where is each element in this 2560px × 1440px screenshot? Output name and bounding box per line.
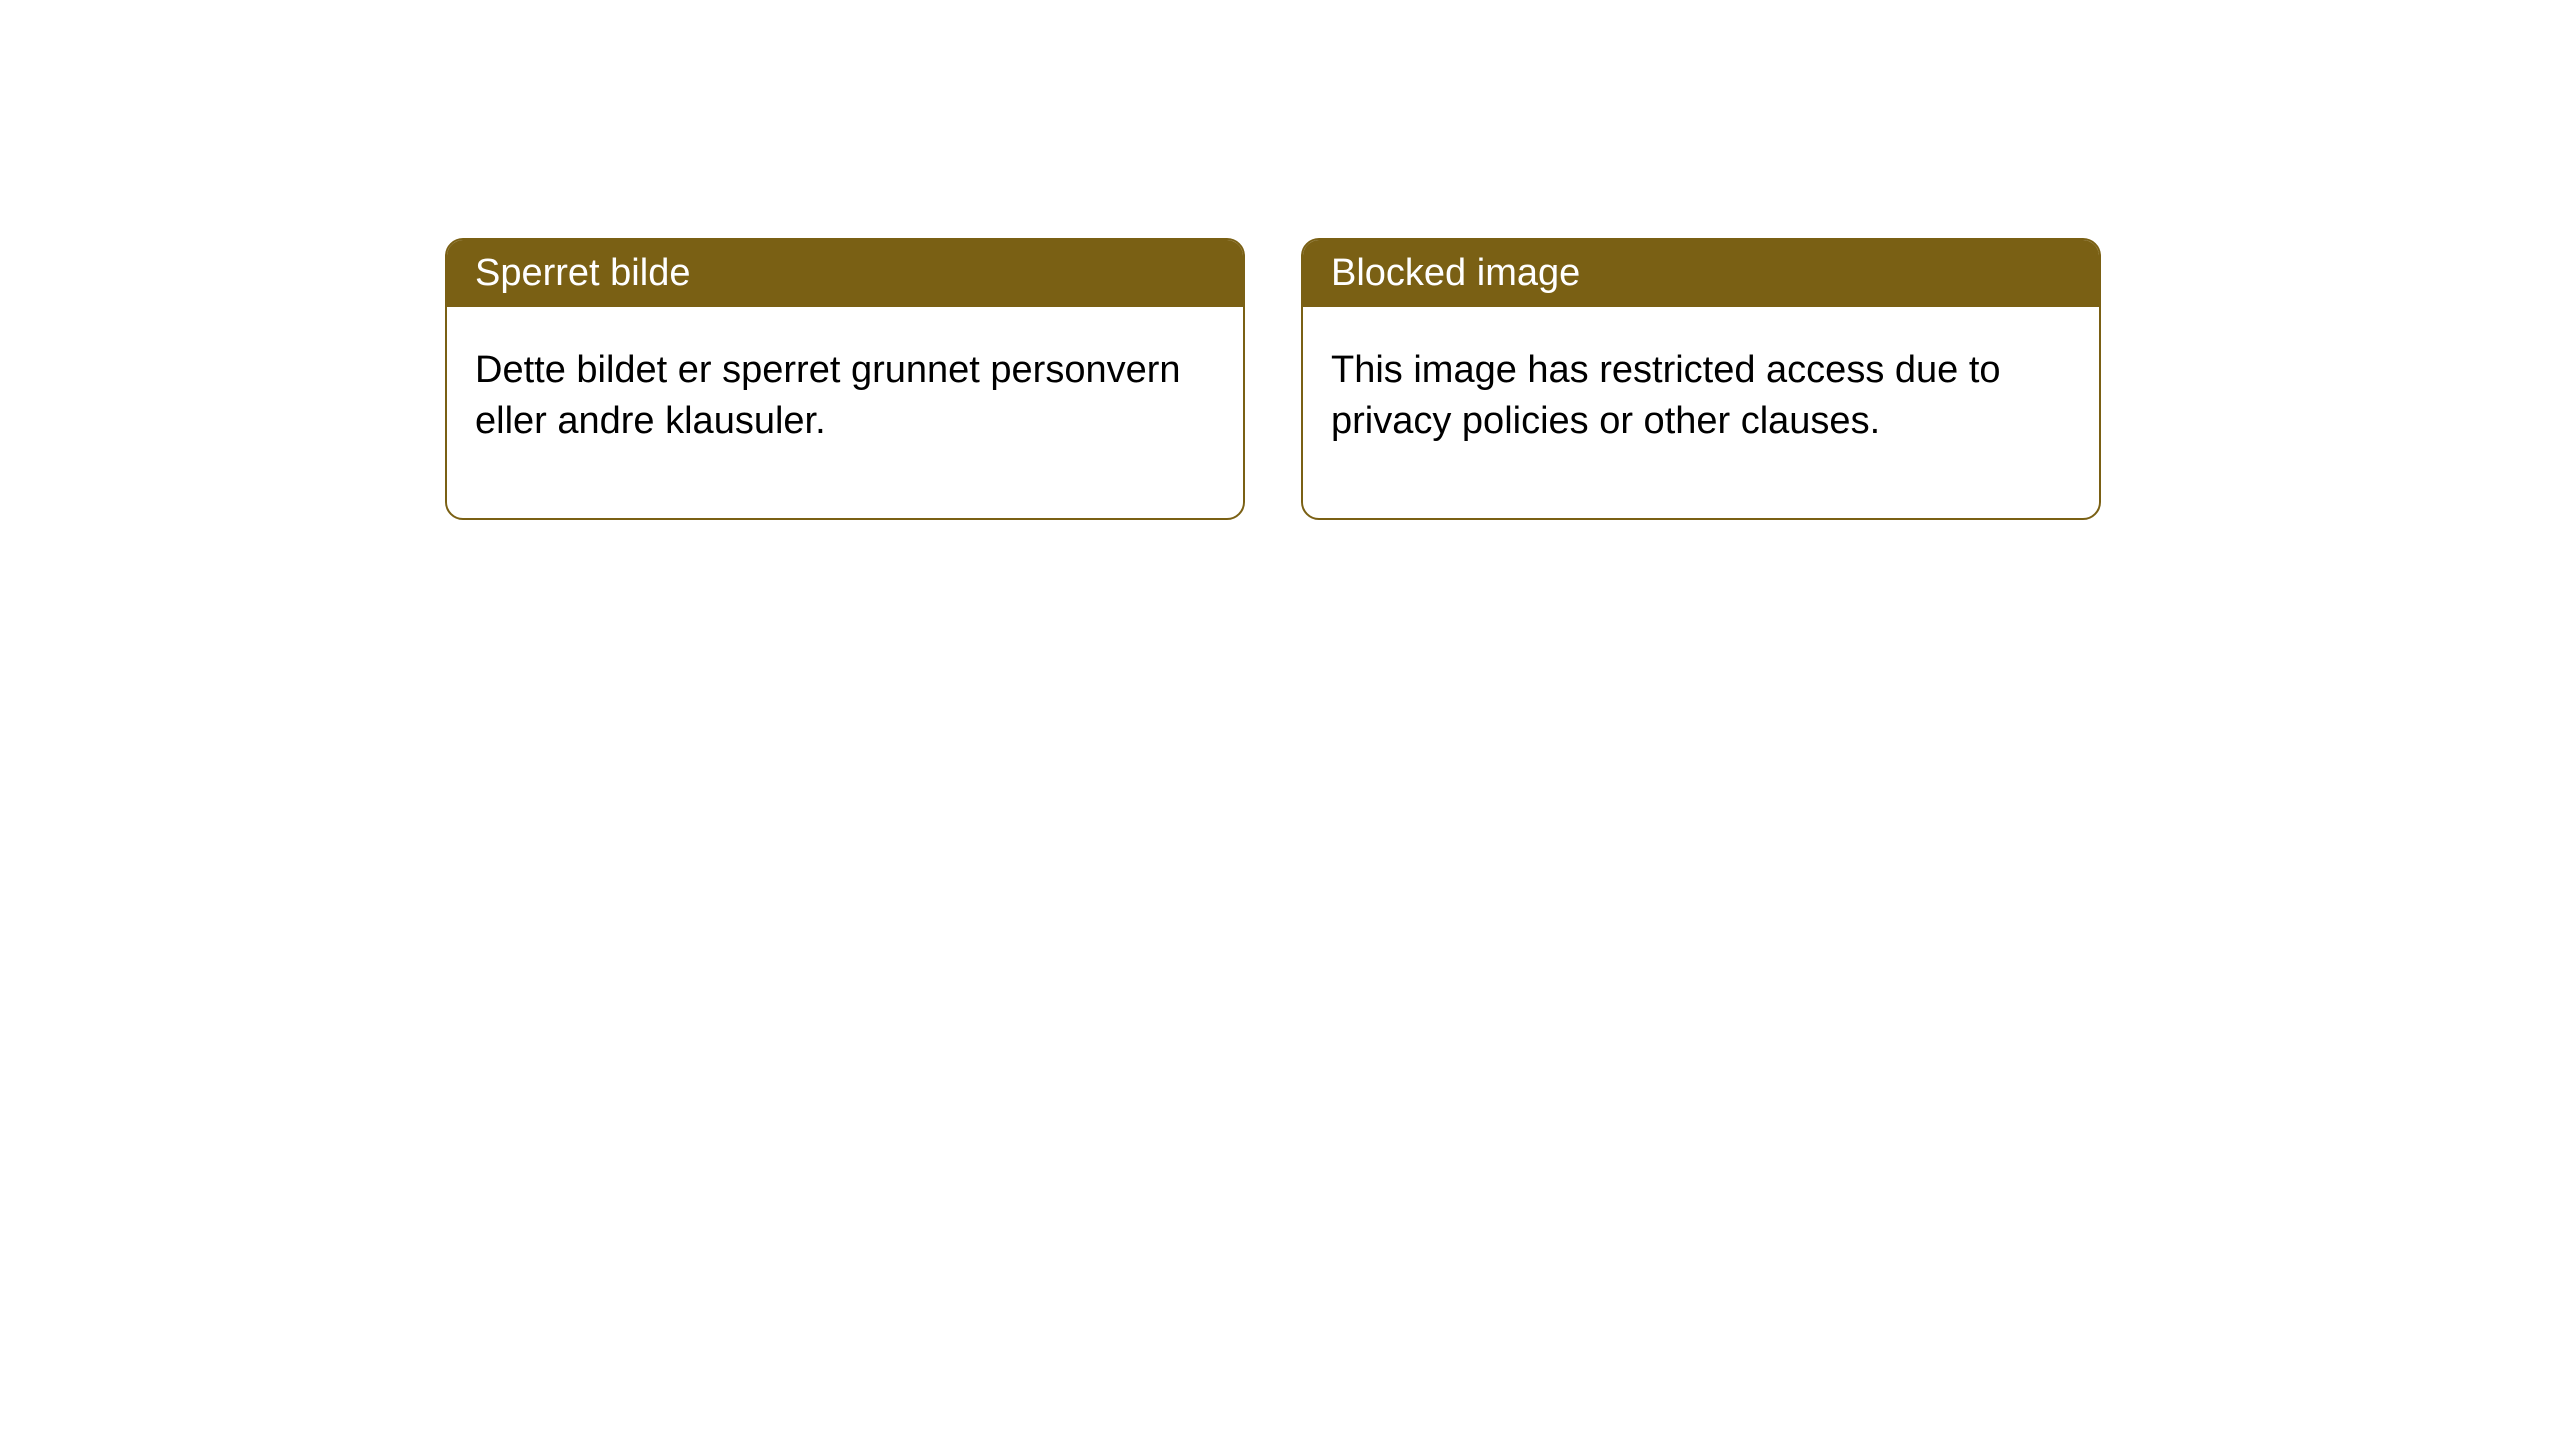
notice-container: Sperret bilde Dette bildet er sperret gr… — [445, 238, 2101, 520]
notice-card-english: Blocked image This image has restricted … — [1301, 238, 2101, 520]
notice-title-english: Blocked image — [1303, 240, 2099, 307]
notice-body-english: This image has restricted access due to … — [1303, 307, 2099, 518]
notice-card-norwegian: Sperret bilde Dette bildet er sperret gr… — [445, 238, 1245, 520]
notice-body-norwegian: Dette bildet er sperret grunnet personve… — [447, 307, 1243, 518]
notice-title-norwegian: Sperret bilde — [447, 240, 1243, 307]
